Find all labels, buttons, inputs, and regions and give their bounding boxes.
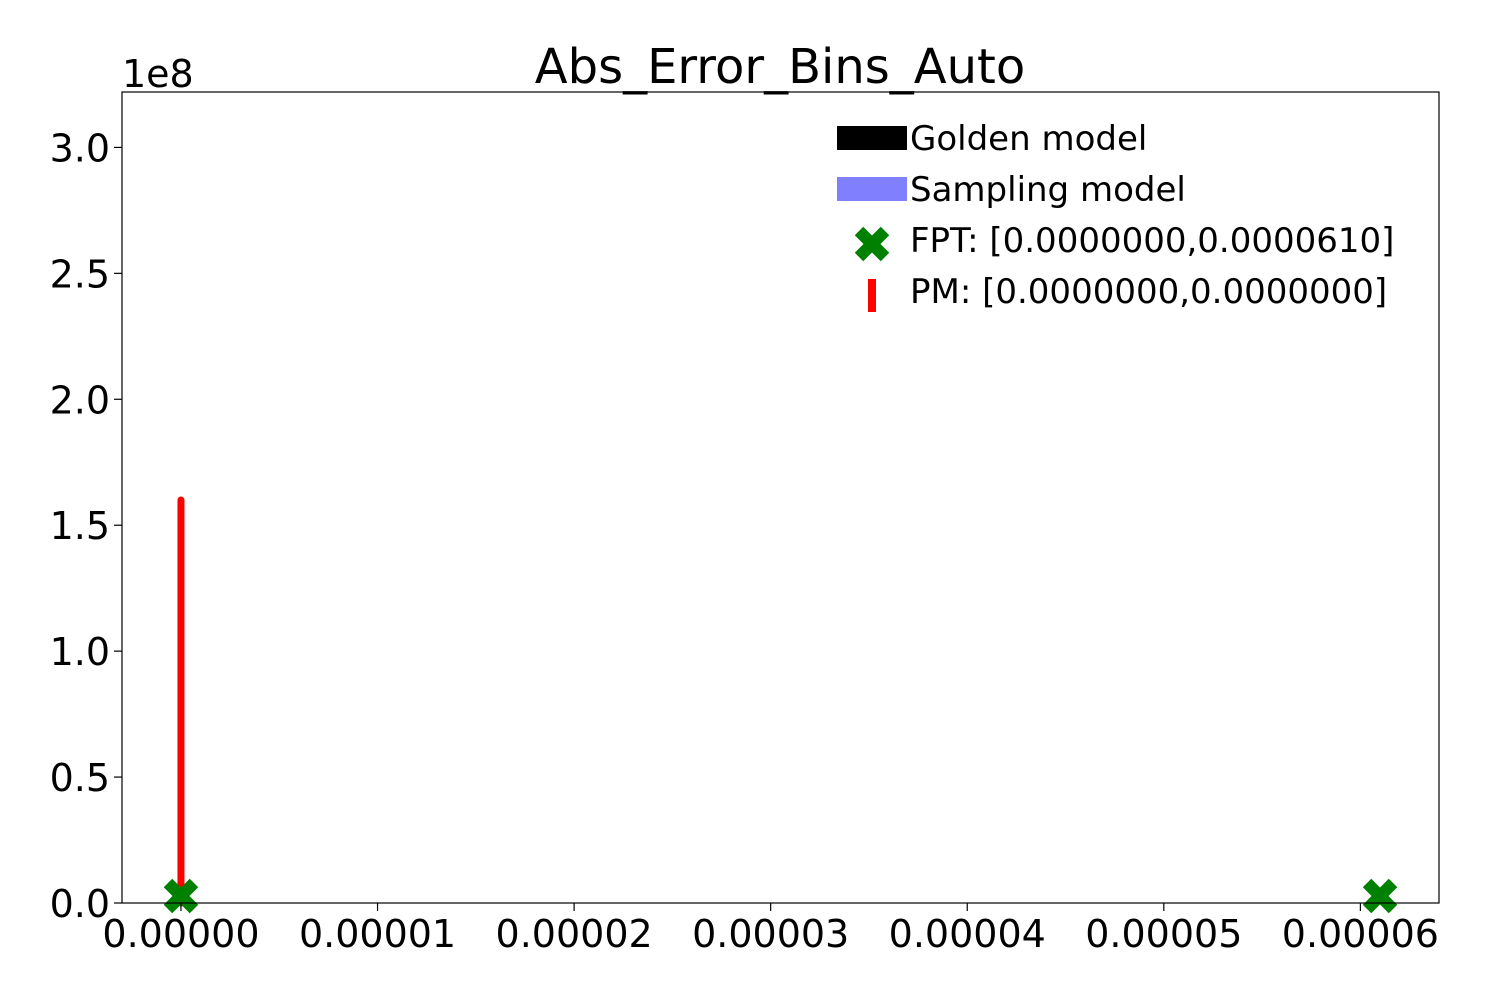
- x-tick-label: 0.00005: [1085, 912, 1242, 956]
- x-tick-label: 0.00001: [299, 912, 456, 956]
- legend-swatch: [868, 279, 876, 312]
- x-tick-label: 0.00006: [1282, 912, 1439, 956]
- plot-area-frame: [121, 91, 1440, 904]
- y-tick-label: 0.0: [50, 882, 110, 926]
- chart-title: Abs_Error_Bins_Auto: [535, 39, 1025, 95]
- plot-marks: [163, 496, 1398, 914]
- legend-label: PM: [0.0000000,0.0000000]: [910, 272, 1387, 312]
- fpt-marker: [1362, 878, 1398, 914]
- legend-swatch: [854, 226, 890, 262]
- legend-swatch: [837, 126, 907, 150]
- y-tick-label: 2.0: [50, 378, 110, 422]
- y-axis-offset-label: 1e8: [122, 52, 194, 96]
- y-tick-label: 1.5: [50, 504, 110, 548]
- x-tick-label: 0.00002: [496, 912, 653, 956]
- x-tick-label: 0.00000: [102, 912, 259, 956]
- y-tick-label: 3.0: [50, 126, 110, 170]
- legend-label: Golden model: [910, 119, 1147, 159]
- x-axis: 0.00000 0.00001 0.00002 0.00003 0.00004 0.000…: [102, 903, 1439, 956]
- x-tick-label: 0.00003: [692, 912, 849, 956]
- legend-swatch: [837, 177, 907, 201]
- y-tick-label: 1.0: [50, 630, 110, 674]
- y-axis: 0.0 0.5 1.0 1.5 2.0 2.5 3.0: [50, 126, 122, 926]
- legend-label: Sampling model: [910, 170, 1186, 210]
- x-tick-label: 0.00004: [889, 912, 1046, 956]
- legend: Golden model Sampling model FPT: [0.000000…: [837, 119, 1394, 312]
- y-tick-label: 2.5: [50, 252, 110, 296]
- legend-label: FPT: [0.0000000,0.0000610]: [910, 221, 1394, 261]
- fpt-marker: [163, 878, 199, 914]
- y-tick-label: 0.5: [50, 756, 110, 800]
